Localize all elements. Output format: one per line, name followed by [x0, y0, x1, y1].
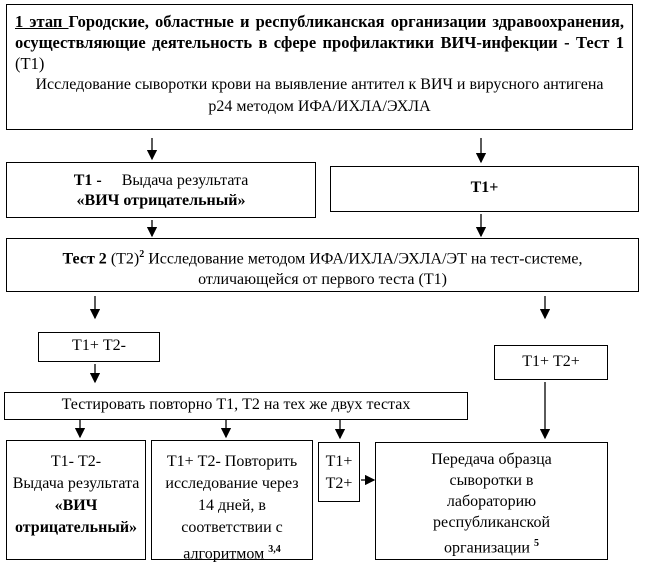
final-negative-text: Выдача результата	[12, 475, 140, 492]
test2-code: (Т2)	[106, 250, 140, 268]
final-repeat-box: Т1+ Т2- Повторить исследование через 14 …	[151, 440, 313, 563]
retest-box: Тестировать повторно Т1, Т2 на тех же дв…	[4, 392, 468, 420]
t1p-t2n-box: Т1+ Т2-	[38, 332, 160, 362]
transfer-text: Передача образца сыворотки в лабораторию…	[431, 451, 552, 557]
t1-negative-box: Т1 - Выдача результата «ВИЧ отрицательны…	[6, 162, 316, 218]
test2-label: Тест 2	[62, 250, 107, 268]
test1-label: Тест 1	[576, 33, 624, 52]
t1p-t2n-text: Т1+ Т2-	[72, 337, 126, 354]
final-repeat-text: Повторить исследование через 14 дней, в …	[165, 453, 299, 563]
test2-text: Исследование методом ИФА/ИХЛА/ЭХЛА/ЭТ на…	[144, 250, 583, 289]
test2-footnote: 2	[139, 249, 145, 260]
stage-label: 1 этап	[15, 12, 69, 31]
t1-negative-code: Т1 -	[73, 172, 102, 189]
final-negative-box: Т1- Т2- Выдача результата «ВИЧ отрицател…	[6, 440, 146, 560]
t1-positive-box: Т1+	[330, 166, 639, 212]
final-positive-line2: Т2+	[325, 475, 353, 492]
final-repeat-footnote: 3,4	[268, 544, 281, 555]
stage1-description: Исследование сыворотки крови на выявлени…	[35, 76, 604, 115]
final-positive-box: Т1+ Т2+	[318, 442, 360, 502]
t1p-t2p-text: Т1+ Т2+	[522, 353, 580, 370]
test1-code: (Т1)	[15, 54, 45, 73]
t1-positive-code: Т1+	[470, 179, 499, 196]
test2-box: Тест 2 (Т2)2 Исследование методом ИФА/ИХ…	[6, 238, 639, 292]
transfer-box: Передача образца сыворотки в лабораторию…	[375, 442, 608, 560]
t1p-t2p-box: Т1+ Т2+	[494, 345, 608, 380]
final-negative-result: «ВИЧ отрицательный»	[14, 497, 138, 536]
stage1-box: 1 этап Городские, областные и республика…	[6, 4, 633, 130]
final-repeat-code: Т1+ Т2-	[166, 453, 221, 470]
final-positive-line1: Т1+	[325, 453, 353, 470]
stage-title: Городские, областные и республиканская о…	[15, 12, 624, 52]
t1-negative-result: «ВИЧ отрицательный»	[76, 192, 246, 209]
transfer-footnote: 5	[533, 538, 539, 549]
retest-text: Тестировать повторно Т1, Т2 на тех же дв…	[61, 396, 411, 413]
t1-negative-text: Выдача результата	[121, 172, 249, 189]
final-negative-code: Т1- Т2-	[50, 453, 102, 470]
